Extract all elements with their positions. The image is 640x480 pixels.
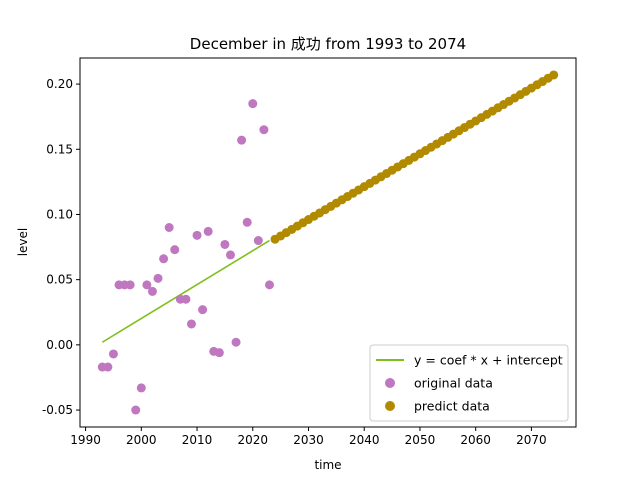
- original-data-point: [220, 239, 230, 249]
- original-data-point: [253, 236, 263, 246]
- original-data-point: [131, 405, 141, 415]
- y-tick-label: 0.10: [46, 207, 73, 221]
- original-data-point: [237, 135, 247, 145]
- chart-title: December in 成功 from 1993 to 2074: [190, 35, 466, 53]
- original-data-point: [170, 245, 180, 255]
- original-data-point: [225, 250, 235, 260]
- x-tick-label: 2040: [349, 433, 380, 447]
- original-data-point: [108, 349, 118, 359]
- original-data-point: [264, 280, 274, 290]
- y-tick-label: 0.15: [46, 142, 73, 156]
- y-tick-label: 0.00: [46, 338, 73, 352]
- predict-data-point: [549, 70, 559, 80]
- legend-predict-label: predict data: [414, 399, 490, 414]
- legend: y = coef * x + intercept original data p…: [369, 344, 569, 422]
- original-data-point: [186, 319, 196, 329]
- original-data-point: [203, 226, 213, 236]
- original-data-point: [198, 305, 208, 315]
- legend-box: [369, 344, 569, 422]
- original-data-point: [147, 286, 157, 296]
- original-data-point: [214, 348, 224, 358]
- x-tick-label: 2010: [182, 433, 213, 447]
- x-axis-label: time: [314, 458, 341, 472]
- fit-line: [101, 239, 270, 343]
- original-data-point: [103, 362, 113, 372]
- original-data-point: [259, 125, 269, 135]
- original-data-point: [153, 273, 163, 283]
- legend-predict-marker: [385, 401, 395, 411]
- x-tick-label: 2000: [126, 433, 157, 447]
- x-tick-label: 1990: [70, 433, 101, 447]
- x-tick-label: 2030: [293, 433, 324, 447]
- x-tick-label: 2060: [460, 433, 491, 447]
- y-axis: -0.05 0.00 0.05 0.10 0.15 0.20: [42, 77, 80, 417]
- y-tick-label: 0.05: [46, 273, 73, 287]
- x-axis: 1990 2000 2010 2020 2030 2040 2050 2060 2070: [70, 427, 547, 447]
- x-tick-label: 2070: [516, 433, 547, 447]
- x-tick-label: 2020: [237, 433, 268, 447]
- original-data-point: [136, 383, 146, 393]
- original-data-point: [159, 254, 169, 264]
- y-tick-label: -0.05: [42, 403, 73, 417]
- original-data-point: [181, 294, 191, 304]
- y-tick-label: 0.20: [46, 77, 73, 91]
- original-data-point: [248, 99, 258, 109]
- original-data-point: [125, 280, 135, 290]
- original-data-point: [164, 223, 174, 233]
- axes-frame: [79, 57, 577, 428]
- y-axis-label: level: [16, 228, 30, 257]
- original-data-point: [242, 217, 252, 227]
- legend-fit-line-label: y = coef * x + intercept: [414, 353, 563, 368]
- x-tick-label: 2050: [405, 433, 436, 447]
- legend-original-label: original data: [414, 376, 493, 391]
- plot-area: [97, 70, 559, 415]
- legend-original-marker: [385, 378, 395, 388]
- original-data-point: [231, 337, 241, 347]
- original-data-point: [142, 280, 152, 290]
- original-data-point: [192, 230, 202, 240]
